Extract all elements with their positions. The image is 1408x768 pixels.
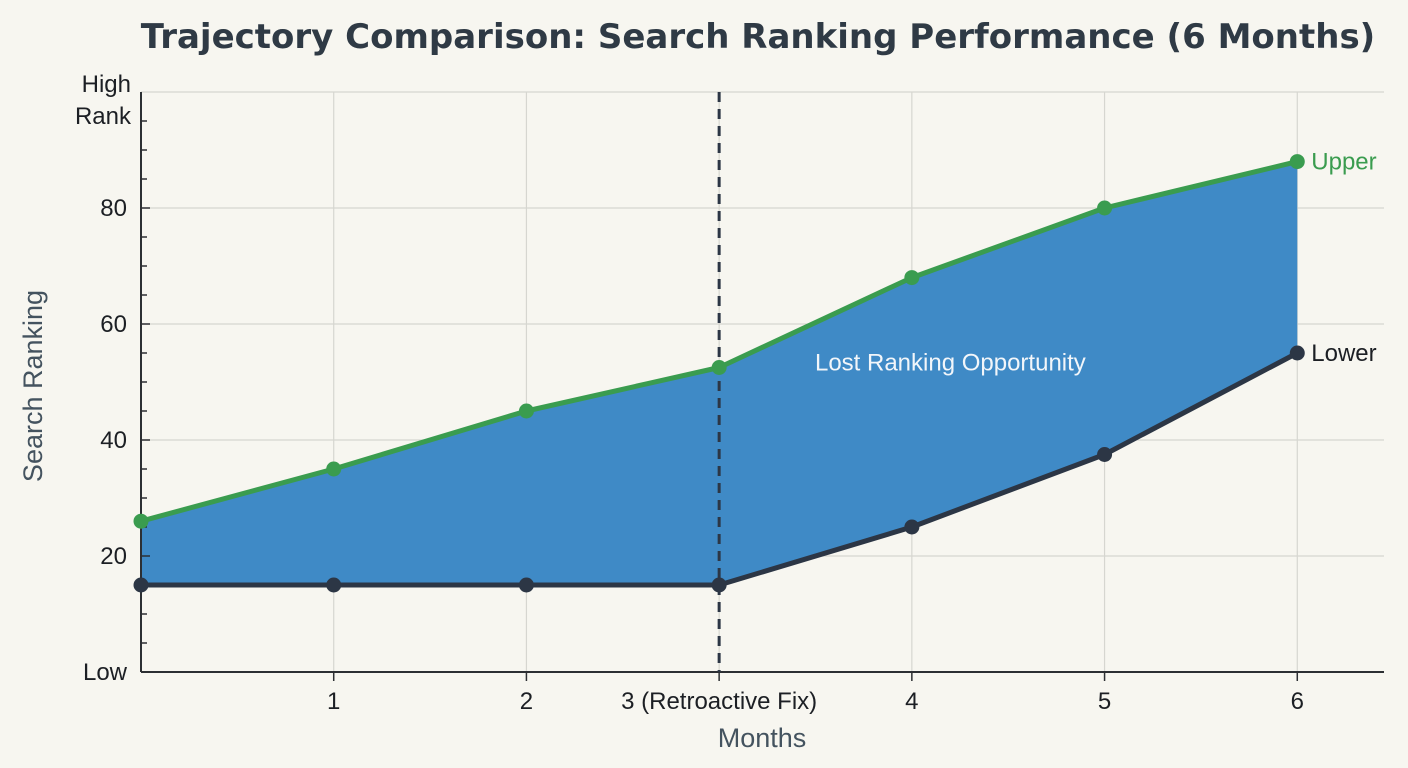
point-lower-6: [1289, 345, 1305, 361]
area-label: Lost Ranking Opportunity: [815, 349, 1086, 376]
y-axis-title: Search Ranking: [18, 290, 48, 482]
x-tick-label-6: 6: [1291, 688, 1304, 715]
y-tick-label-40: 40: [100, 427, 127, 454]
point-lower-1: [326, 577, 342, 593]
axes: [140, 92, 1384, 681]
point-lower-3: [711, 577, 727, 593]
x-axis-title: Months: [718, 723, 807, 753]
point-upper-3: [711, 360, 727, 375]
chart-title: Trajectory Comparison: Search Ranking Pe…: [141, 17, 1375, 57]
point-lower-5: [1097, 447, 1113, 462]
point-upper-2: [518, 403, 534, 419]
y-top-label-1: High: [82, 71, 131, 98]
x-tick-label-1: 1: [327, 688, 340, 715]
point-upper-5: [1097, 200, 1113, 216]
x-tick-label-4: 4: [905, 688, 918, 715]
series-points: [133, 154, 1305, 593]
tick-labels: 1 2 3 (Retroactive Fix) 4 5 6 20 40 60 80 High Rank…: [75, 71, 1304, 715]
x-tick-label-3: 3 (Retroactive Fix): [621, 688, 817, 715]
point-upper-4: [904, 270, 920, 286]
y-bottom-label: Low: [83, 659, 128, 686]
point-upper-0: [133, 513, 149, 529]
y-tick-label-60: 60: [100, 311, 127, 338]
series-labels: Upper Lower: [1311, 149, 1376, 367]
point-upper-6: [1289, 154, 1305, 170]
point-lower-4: [904, 519, 920, 535]
y-tick-label-20: 20: [100, 543, 127, 570]
series-label-lower: Lower: [1311, 340, 1376, 367]
y-tick-label-80: 80: [100, 195, 127, 222]
y-top-label-2: Rank: [75, 103, 132, 130]
point-upper-1: [326, 461, 342, 477]
point-lower-0: [133, 577, 149, 593]
x-tick-label-5: 5: [1098, 688, 1111, 715]
point-lower-2: [518, 577, 534, 593]
x-tick-label-2: 2: [520, 688, 533, 715]
series-label-upper: Upper: [1311, 149, 1376, 176]
